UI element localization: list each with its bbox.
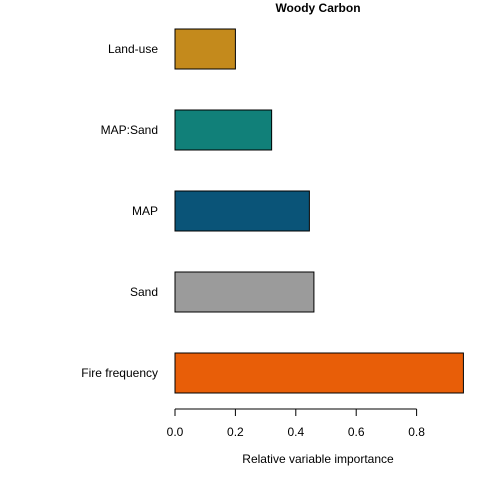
x-axis: 0.0 0.2 0.4 0.6 0.8 — [167, 408, 425, 439]
x-tick-label: 0.4 — [287, 425, 304, 439]
bar-map-sand — [174, 109, 273, 151]
category-label: MAP:Sand — [101, 123, 158, 137]
category-label: Sand — [130, 285, 158, 299]
x-tick-label: 0.2 — [227, 425, 244, 439]
x-axis-title: Relative variable importance — [242, 452, 394, 466]
bar-sand — [174, 271, 315, 313]
x-tick-label: 0.8 — [408, 425, 425, 439]
bar-fire-frequency — [174, 352, 464, 394]
bars-group — [174, 28, 464, 394]
x-tick-label: 0.0 — [167, 425, 184, 439]
bar-land-use — [174, 28, 236, 70]
category-label: MAP — [132, 204, 158, 218]
bar-map — [174, 190, 310, 232]
category-labels: Land-use MAP:Sand MAP Sand Fire frequency — [81, 42, 158, 380]
chart-title: Woody Carbon — [275, 1, 360, 15]
category-label: Fire frequency — [81, 366, 158, 380]
x-tick-label: 0.6 — [348, 425, 365, 439]
category-label: Land-use — [108, 42, 158, 56]
